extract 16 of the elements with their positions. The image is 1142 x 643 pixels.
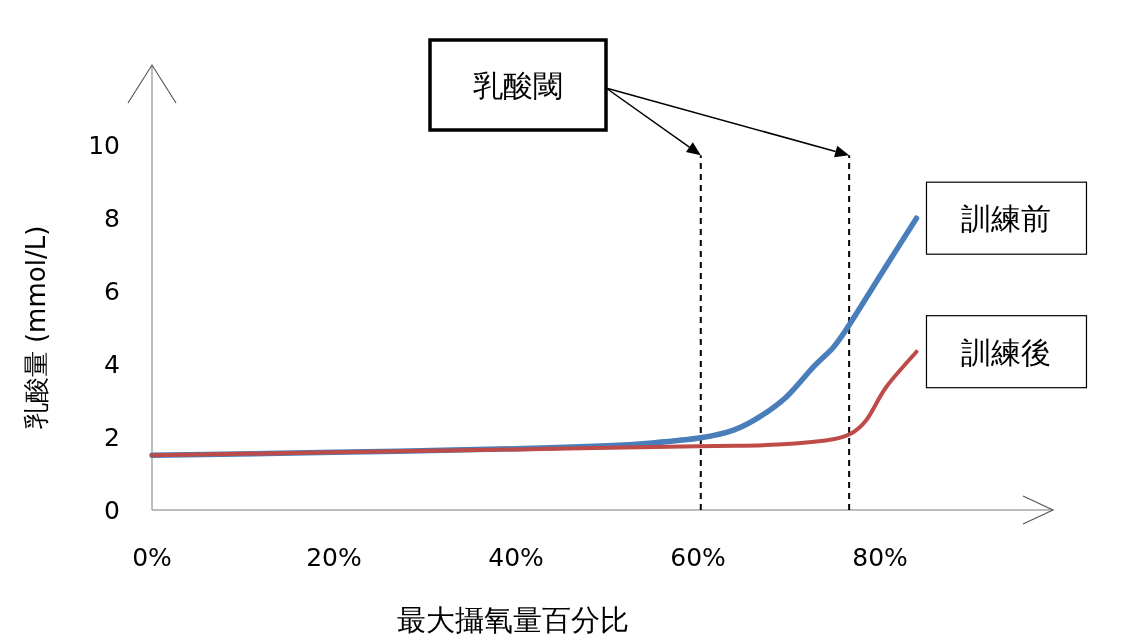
x-tick-label: 20% [306, 543, 362, 572]
annotation: 乳酸閾 [473, 68, 563, 103]
x-axis-title: 最大攝氧量百分比 [396, 603, 629, 637]
x-tick-label: 40% [488, 543, 544, 572]
y-tick-label: 2 [104, 423, 120, 453]
y-tick-label: 4 [104, 350, 120, 380]
x-tick-label: 60% [670, 543, 726, 572]
y-tick-label: 0 [104, 496, 120, 525]
y-tick-label: 8 [104, 204, 120, 234]
y-axis-title: 乳酸量 (mmol/L) [21, 225, 51, 430]
x-tick-label: 0% [132, 543, 172, 572]
x-tick-label: 80% [852, 543, 908, 572]
series-label: 訓練後 [961, 334, 1052, 370]
y-tick-label: 10 [88, 131, 120, 161]
y-tick-label: 6 [104, 277, 120, 307]
series-label: 訓練前 [961, 201, 1052, 237]
